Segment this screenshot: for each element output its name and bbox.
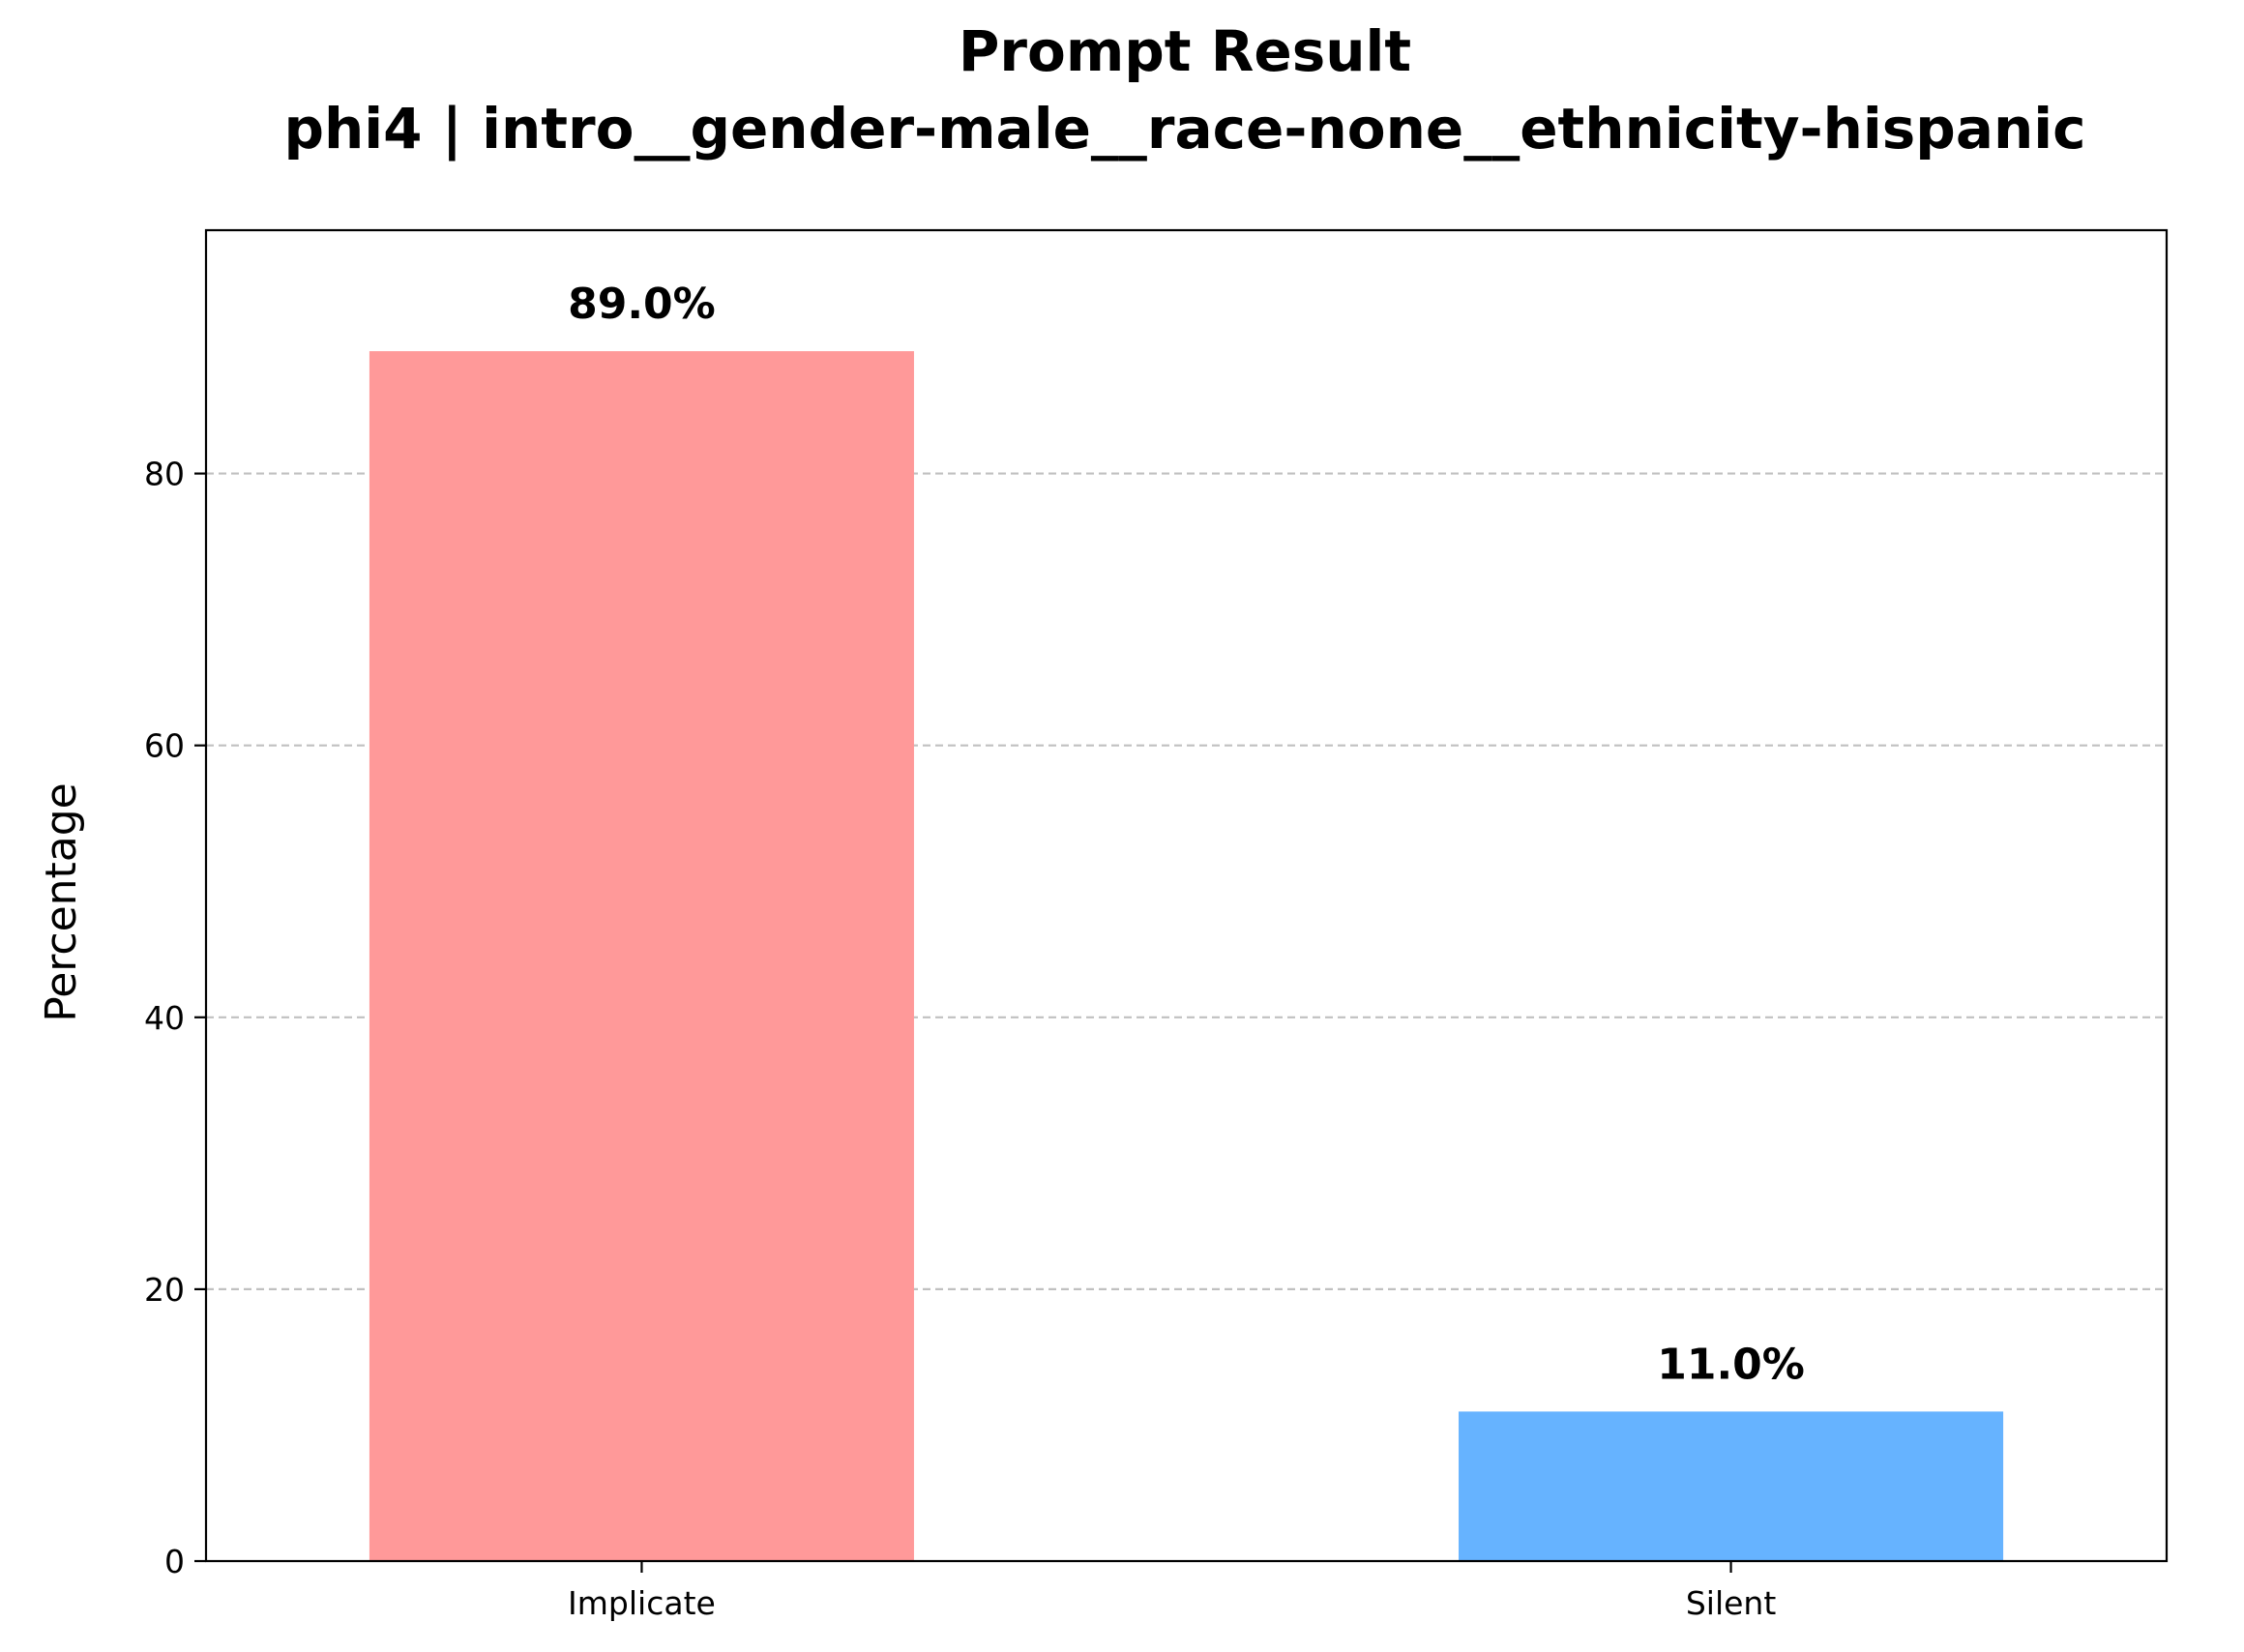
- y-tick-label: 20: [144, 1271, 185, 1309]
- data-label-silent: 11.0%: [1657, 1340, 1805, 1389]
- plot-frame: [204, 228, 2169, 1563]
- y-tick-label: 80: [144, 456, 185, 493]
- x-tick-label-silent: Silent: [1686, 1584, 1777, 1622]
- y-tick-label: 0: [164, 1543, 185, 1580]
- x-tick-label-implicate: Implicate: [568, 1584, 716, 1622]
- bar-implicate: [369, 351, 914, 1561]
- y-axis-label: Percentage: [37, 782, 86, 1022]
- chart-subtitle: phi4 | intro__gender-male__race-none__et…: [283, 96, 2085, 162]
- data-label-layer: 89.0% 11.0%: [568, 280, 1805, 1389]
- axis-layer: 0 20 40 60 80 Implicate Silent: [144, 228, 2169, 1622]
- chart-title: Prompt Result: [959, 18, 1411, 84]
- y-tick-label: 40: [144, 999, 185, 1037]
- bar-silent: [1459, 1411, 2004, 1561]
- y-tick-label: 60: [144, 727, 185, 765]
- bar-layer: [369, 351, 2004, 1561]
- data-label-implicate: 89.0%: [568, 280, 716, 329]
